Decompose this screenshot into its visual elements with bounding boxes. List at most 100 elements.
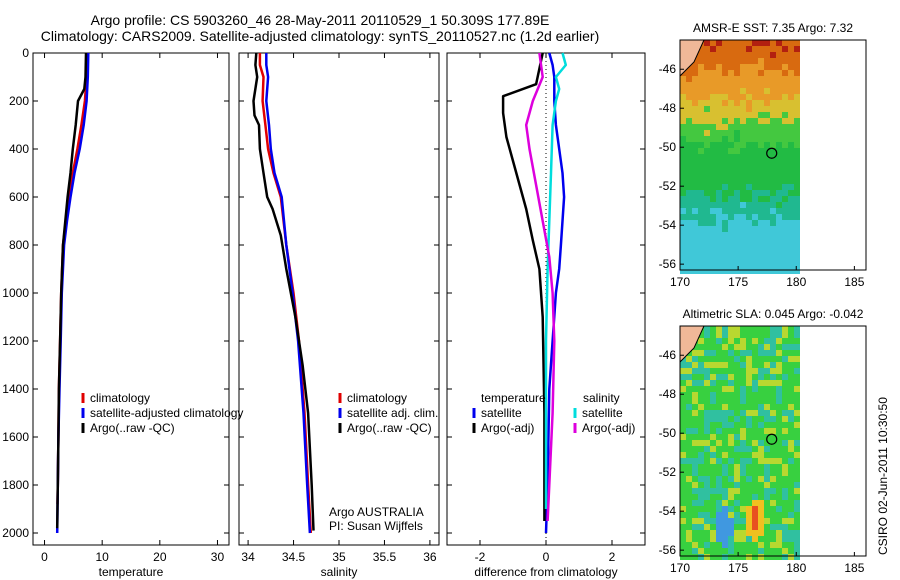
heatmap-cell: [722, 238, 728, 244]
heatmap-cell: [710, 136, 716, 142]
heatmap-cell: [698, 136, 704, 142]
heatmap-cell: [686, 268, 692, 274]
heatmap-cell: [746, 268, 752, 274]
heatmap-cell: [782, 220, 788, 226]
heatmap-cell: [776, 40, 782, 46]
heatmap-cell: [746, 500, 752, 506]
heatmap-cell: [758, 536, 764, 542]
heatmap-cell: [776, 142, 782, 148]
heatmap-cell: [758, 196, 764, 202]
heatmap-cell: [734, 482, 740, 488]
heatmap-cell: [728, 130, 734, 136]
heatmap-cell: [740, 530, 746, 536]
heatmap-cell: [782, 100, 788, 106]
heatmap-cell: [758, 506, 764, 512]
heatmap-cell: [728, 398, 734, 404]
heatmap-cell: [698, 130, 704, 136]
heatmap-cell: [722, 476, 728, 482]
heatmap-cell: [746, 530, 752, 536]
heatmap-cell: [746, 184, 752, 190]
heatmap-cell: [734, 178, 740, 184]
heatmap-cell: [698, 374, 704, 380]
heatmap-cell: [710, 530, 716, 536]
heatmap-cell: [722, 482, 728, 488]
heatmap-cell: [746, 70, 752, 76]
heatmap-cell: [788, 518, 794, 524]
heatmap-cell: [680, 76, 686, 82]
heatmap-cell: [692, 506, 698, 512]
heatmap-cell: [752, 512, 758, 518]
heatmap-cell: [794, 220, 800, 226]
heatmap-cell: [782, 530, 788, 536]
heatmap-cell: [776, 326, 782, 332]
heatmap-cell: [776, 506, 782, 512]
heatmap-cell: [686, 220, 692, 226]
heatmap-cell: [788, 76, 794, 82]
heatmap-cell: [752, 172, 758, 178]
heatmap-cell: [740, 70, 746, 76]
heatmap-cell: [686, 262, 692, 268]
heatmap-cell: [764, 542, 770, 548]
heatmap-cell: [758, 160, 764, 166]
heatmap-cell: [782, 94, 788, 100]
heatmap-cell: [710, 148, 716, 154]
heatmap-cell: [722, 386, 728, 392]
heatmap-cell: [686, 256, 692, 262]
heatmap-cell: [746, 476, 752, 482]
heatmap-cell: [746, 488, 752, 494]
heatmap-cell: [788, 458, 794, 464]
heatmap-cell: [788, 148, 794, 154]
heatmap-cell: [770, 220, 776, 226]
heatmap-cell: [752, 404, 758, 410]
heatmap-cell: [686, 76, 692, 82]
heatmap-cell: [788, 94, 794, 100]
heatmap-cell: [710, 380, 716, 386]
heatmap-cell: [692, 458, 698, 464]
heatmap-cell: [740, 452, 746, 458]
heatmap-cell: [764, 88, 770, 94]
heatmap-cell: [740, 476, 746, 482]
heatmap-cell: [692, 160, 698, 166]
heatmap-cell: [794, 58, 800, 64]
heatmap-cell: [692, 250, 698, 256]
heatmap-cell: [794, 232, 800, 238]
heatmap-cell: [716, 410, 722, 416]
map-y-tick-label: -50: [659, 426, 677, 440]
heatmap-cell: [734, 530, 740, 536]
heatmap-cell: [746, 356, 752, 362]
heatmap-cell: [752, 88, 758, 94]
heatmap-cell: [698, 142, 704, 148]
heatmap-cell: [692, 112, 698, 118]
heatmap-cell: [746, 470, 752, 476]
heatmap-cell: [698, 362, 704, 368]
x-tick-label: 10: [95, 550, 109, 564]
heatmap-cell: [680, 440, 686, 446]
heatmap-cell: [758, 142, 764, 148]
heatmap-cell: [752, 356, 758, 362]
heatmap-cell: [722, 488, 728, 494]
heatmap-cell: [764, 142, 770, 148]
heatmap-cell: [752, 434, 758, 440]
heatmap-cell: [794, 184, 800, 190]
heatmap-cell: [692, 244, 698, 250]
heatmap-cell: [716, 190, 722, 196]
heatmap-cell: [782, 548, 788, 554]
heatmap-cell: [686, 70, 692, 76]
heatmap-cell: [746, 452, 752, 458]
heatmap-cell: [740, 518, 746, 524]
heatmap-cell: [776, 356, 782, 362]
heatmap-cell: [716, 208, 722, 214]
heatmap-cell: [776, 452, 782, 458]
heatmap-cell: [692, 190, 698, 196]
heatmap-cell: [752, 52, 758, 58]
heatmap-cell: [764, 362, 770, 368]
heatmap-cell: [686, 124, 692, 130]
heatmap-cell: [752, 368, 758, 374]
heatmap-cell: [740, 554, 746, 560]
heatmap-cell: [710, 452, 716, 458]
heatmap-cell: [722, 118, 728, 124]
heatmap-cell: [752, 344, 758, 350]
heatmap-cell: [722, 172, 728, 178]
heatmap-cell: [746, 154, 752, 160]
